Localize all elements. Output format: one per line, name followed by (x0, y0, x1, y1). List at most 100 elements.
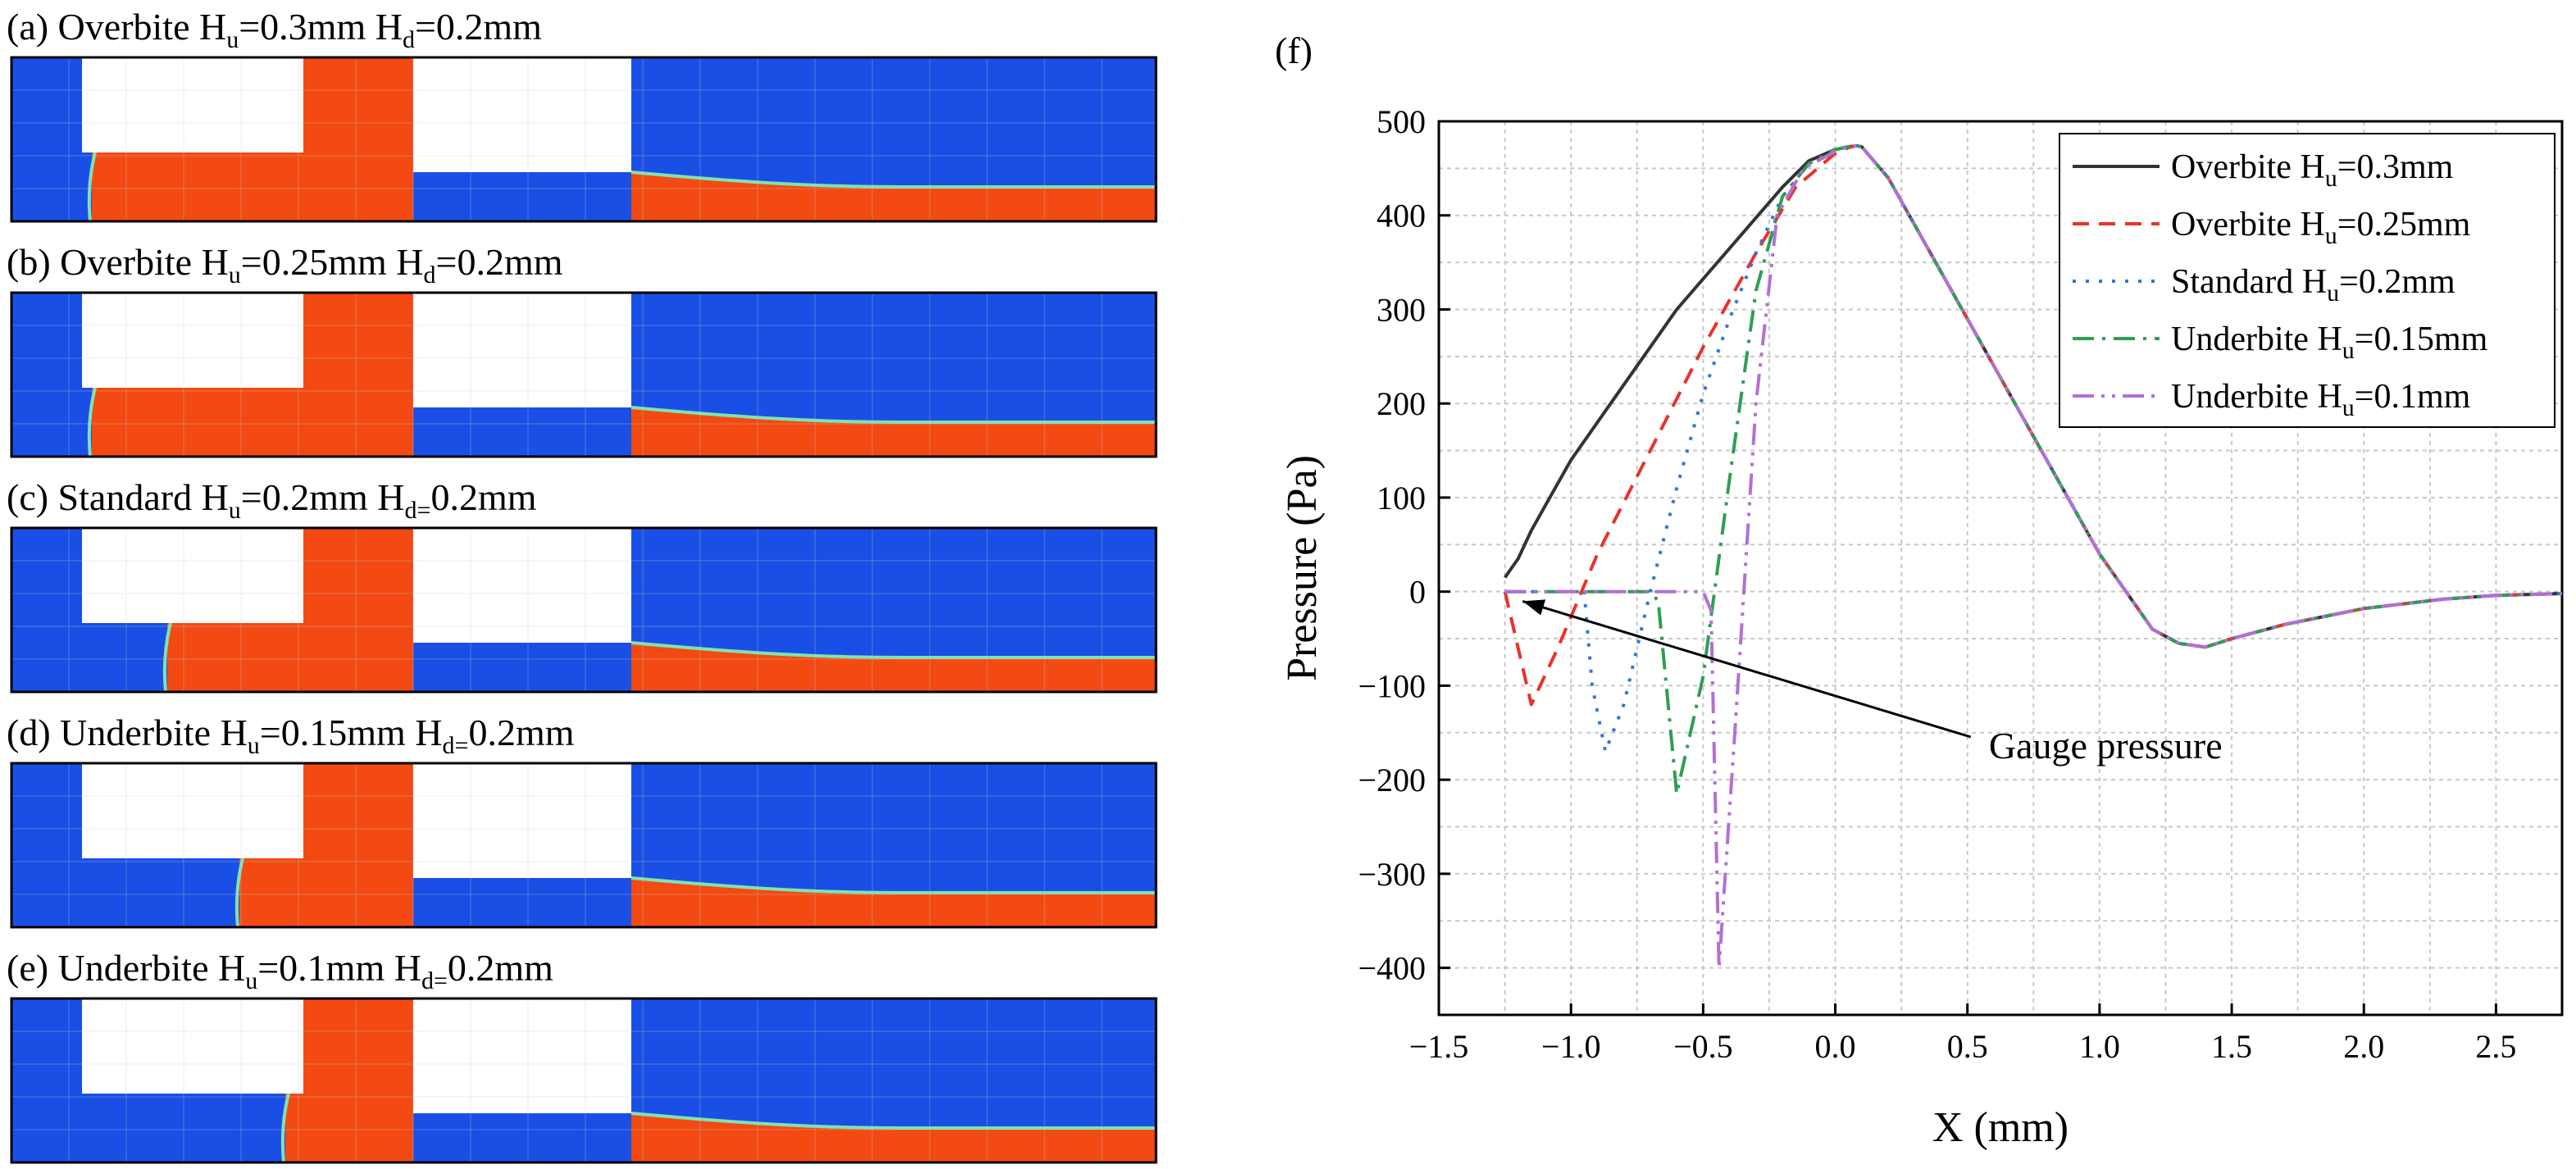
interface-right (630, 171, 1156, 189)
interface-left (87, 152, 97, 222)
y-tick-label: 0 (1409, 574, 1426, 611)
y-tick-label: 300 (1377, 291, 1426, 328)
subscript: d= (421, 967, 448, 994)
panel-title-d: (d) Underbite Hu=0.15mm Hd=0.2mm (7, 712, 575, 759)
y-tick-label: 200 (1377, 385, 1426, 422)
text-part: 0.2mm (448, 947, 553, 989)
panel-e: (e) Underbite Hu=0.1mm Hd=0.2mm (7, 947, 1158, 1164)
panel-a: (a) Overbite Hu=0.3mm Hd=0.2mm (7, 6, 1158, 223)
water-column (303, 763, 413, 927)
panel-title-c: (c) Standard Hu=0.2mm Hd=0.2mm (7, 476, 537, 524)
interface-left (162, 622, 172, 693)
interface-right (630, 406, 1156, 424)
panel-title-e: (e) Underbite Hu=0.1mm Hd=0.2mm (7, 947, 553, 994)
water-column (303, 998, 413, 1162)
subscript: u (2325, 165, 2337, 192)
y-tick-label: −400 (1358, 950, 1426, 987)
water-film-right (631, 643, 1156, 692)
x-tick-label: −1.0 (1541, 1028, 1601, 1065)
y-tick-label: 400 (1377, 198, 1426, 234)
interface-right (630, 641, 1156, 659)
water-film-right (631, 407, 1156, 457)
panel-title-a: (a) Overbite Hu=0.3mm Hd=0.2mm (7, 6, 542, 53)
subscript: u (2327, 280, 2339, 307)
x-tick-label: 2.5 (2475, 1028, 2516, 1065)
panel-frame (10, 291, 1158, 458)
y-axis-label: Pressure (Pa) (1279, 455, 1326, 681)
pressure-chart: (f) −1.5 −1.0 −0.5 0.0 0.5 1.0 1.5 2.0 2.5 500 400… (1275, 30, 2564, 1151)
subscript: u (248, 732, 260, 759)
panel-d: (d) Underbite Hu=0.15mm Hd=0.2mm (7, 712, 1158, 929)
series-line-4 (1504, 143, 2563, 970)
text-part: (c) Standard H (7, 476, 229, 518)
upper-left-tooth (82, 763, 303, 858)
upper-right-tooth (413, 998, 631, 1113)
panel-frame (10, 526, 1158, 694)
text-part: Overbite H (2171, 206, 2325, 243)
interface-left (234, 857, 244, 928)
text-part: =0.2mm (415, 6, 542, 48)
interface-right (630, 876, 1156, 894)
plot-frame (1437, 120, 2564, 1017)
text-part: (b) Overbite H (7, 241, 229, 283)
subscript: u (2342, 337, 2355, 364)
subscript: u (226, 26, 239, 53)
upper-left-tooth (82, 998, 303, 1094)
text-part: =0.1mm (2355, 378, 2471, 416)
upper-left-tooth (82, 57, 303, 152)
water-film-right (631, 172, 1156, 221)
water-film-left (285, 1094, 303, 1162)
water-film-right (631, 878, 1156, 927)
text-part: =0.3mm (2337, 148, 2454, 186)
x-tick-label: 0.0 (1815, 1028, 1856, 1065)
y-tick-label: −300 (1358, 856, 1426, 893)
subscript: u (245, 967, 257, 994)
subscript: d (403, 26, 415, 53)
x-tick-label: 1.0 (2079, 1028, 2120, 1065)
water-film-right (631, 1113, 1156, 1162)
text-part: (a) Overbite H (7, 6, 226, 48)
text-part: Underbite H (2171, 321, 2342, 358)
x-axis-label: X (mm) (1932, 1104, 2069, 1151)
text-part: 0.2mm (430, 476, 536, 518)
text-part: =0.1mm H (257, 947, 421, 989)
interface-left (280, 1093, 290, 1163)
axis-ticks: −1.5 −1.0 −0.5 0.0 0.5 1.0 1.5 2.0 2.5 500 400 300 2… (1358, 103, 2516, 1065)
legend-entry-3: Underbite Hu=0.15mm (2171, 321, 2488, 364)
legend-entry-0: Overbite Hu=0.3mm (2171, 148, 2454, 192)
y-tick-label: 500 (1377, 103, 1426, 140)
chart-panel-label: (f) (1275, 30, 1313, 71)
legend-box (2059, 133, 2556, 428)
upper-right-tooth (413, 57, 631, 172)
text-part: =0.2mm H (241, 476, 405, 518)
x-tick-label: −1.5 (1409, 1028, 1469, 1065)
text-part: Standard H (2171, 263, 2327, 301)
series-lines (1503, 143, 2563, 970)
subscript: u (229, 497, 241, 524)
x-tick-label: 2.0 (2343, 1028, 2384, 1065)
x-tick-label: 1.5 (2211, 1028, 2252, 1065)
subscript: d (424, 262, 436, 289)
panel-frame (10, 762, 1158, 929)
subscript: d= (405, 497, 431, 524)
water-column (303, 57, 413, 221)
text-part: 0.2mm (468, 712, 574, 753)
annotation-arrow (1522, 599, 1972, 739)
panel-frame (10, 56, 1158, 223)
upper-left-tooth (82, 528, 303, 623)
text-part: Underbite H (2171, 378, 2342, 416)
upper-right-tooth (413, 763, 631, 878)
gauge-pressure-annotation: Gauge pressure (1522, 599, 2223, 766)
upper-left-tooth (82, 293, 303, 388)
series-line-2 (1504, 143, 2563, 753)
panel-frame (10, 997, 1158, 1164)
simulation-panels: (a) Overbite Hu=0.3mm Hd=0.2mm (b) Overbi… (7, 6, 1158, 1164)
subscript: u (229, 262, 241, 289)
annotation-text: Gauge pressure (1989, 725, 2223, 766)
text-part: =0.2mm (436, 241, 563, 283)
x-tick-label: −0.5 (1673, 1028, 1733, 1065)
water-column (303, 528, 413, 692)
panel-b: (b) Overbite Hu=0.25mm Hd=0.2mm (7, 241, 1158, 458)
legend-entry-1: Overbite Hu=0.25mm (2171, 206, 2471, 249)
water-film-left (167, 623, 303, 692)
